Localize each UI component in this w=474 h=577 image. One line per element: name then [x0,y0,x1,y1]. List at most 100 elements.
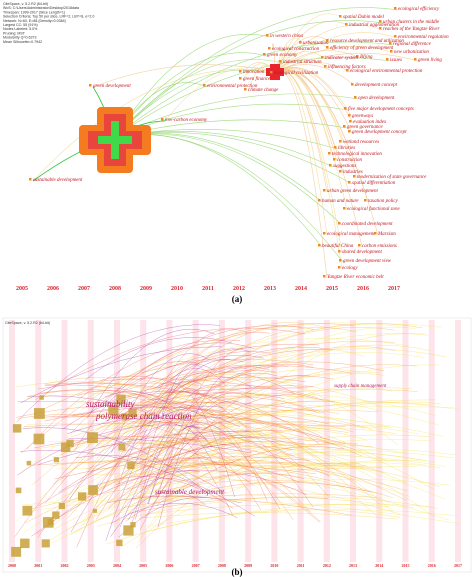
node-label: new urbanization [394,50,429,55]
link [42,434,431,545]
node [92,508,97,513]
link [70,464,364,535]
link [164,67,276,122]
stripe [428,320,435,562]
year-label: 2016 [428,563,436,568]
node-dot [266,34,269,37]
link [140,359,230,441]
info-line: Pruning: MST [3,31,26,35]
node-dot [89,84,92,87]
link [147,509,459,527]
node-label: urbanization [303,41,329,46]
node-dot [324,65,327,68]
caption: (b) [232,567,243,577]
link [274,42,331,73]
node-dot [394,7,397,10]
link [122,406,233,515]
node-dot [374,232,377,235]
stripe [455,320,461,562]
node-label: technological innovation [332,152,382,157]
node-label: innovation [243,70,265,75]
stripe [140,320,147,562]
node [118,443,126,451]
link [155,400,239,498]
node-label: spatial differentiation [352,181,396,186]
link [114,69,275,138]
node-label: green finance [243,77,271,82]
link [89,382,322,415]
node-label: indicator system [325,56,358,61]
node [127,461,135,470]
node-label: ecology [342,266,358,271]
link [148,439,407,484]
node-label: greenways [352,114,373,119]
link [23,424,419,533]
links-b [14,322,461,549]
link [114,57,391,138]
link [114,41,394,138]
link [68,375,334,519]
node [128,408,137,418]
node-dot [338,266,341,269]
year-label: 2013 [264,286,276,292]
node-dot [338,250,341,253]
link [134,344,431,472]
node-dot [339,140,342,143]
link [114,33,271,138]
year-label: 2004 [113,563,121,568]
node-label: green development [93,84,131,89]
link [92,64,276,88]
year-label: 2017 [388,286,400,292]
node-dot [339,15,342,18]
node-label: open development [358,96,395,101]
year-label: 2011 [297,563,305,568]
link [54,456,310,480]
link [142,409,392,428]
link [32,340,395,486]
link [99,366,270,496]
link [149,396,326,414]
link [136,442,359,549]
link [16,404,363,457]
node-label: green economy [267,53,298,58]
link [143,405,454,408]
link [114,351,271,418]
year-label: 2005 [16,286,28,292]
node-dot [244,88,247,91]
link [111,353,209,453]
link [145,365,289,456]
info-line: CiteSpace, v. 5.2.R2 (64-bit) [3,2,48,6]
node-dot [323,232,326,235]
year-label: 2012 [233,286,245,292]
year-label: 2007 [192,563,200,568]
node-dot [321,56,324,59]
node [11,546,22,557]
node-dot [348,114,351,117]
node-dot [263,53,266,56]
node-label: green governance [347,125,384,130]
link [38,430,283,506]
node-label: ecological civilization [274,71,319,76]
node-label: taxation policy [368,199,399,204]
link [81,401,373,430]
link [97,496,439,527]
node-dot [358,244,361,247]
node [53,457,59,463]
node-dot [334,146,337,149]
node-label: modernization of state governance [357,175,427,180]
node-label: urban clusters in the middle [383,20,440,25]
link [22,467,383,512]
link [128,457,219,520]
link [96,349,329,446]
link [109,392,319,444]
link [44,401,317,422]
link [15,381,380,519]
info-line: Selection Criteria: Top 50 per slice, LR… [3,15,94,19]
link [126,464,300,490]
node [42,517,54,528]
node-label: human and nature [322,199,359,204]
link [20,323,354,454]
link [32,415,295,457]
link [27,390,311,513]
